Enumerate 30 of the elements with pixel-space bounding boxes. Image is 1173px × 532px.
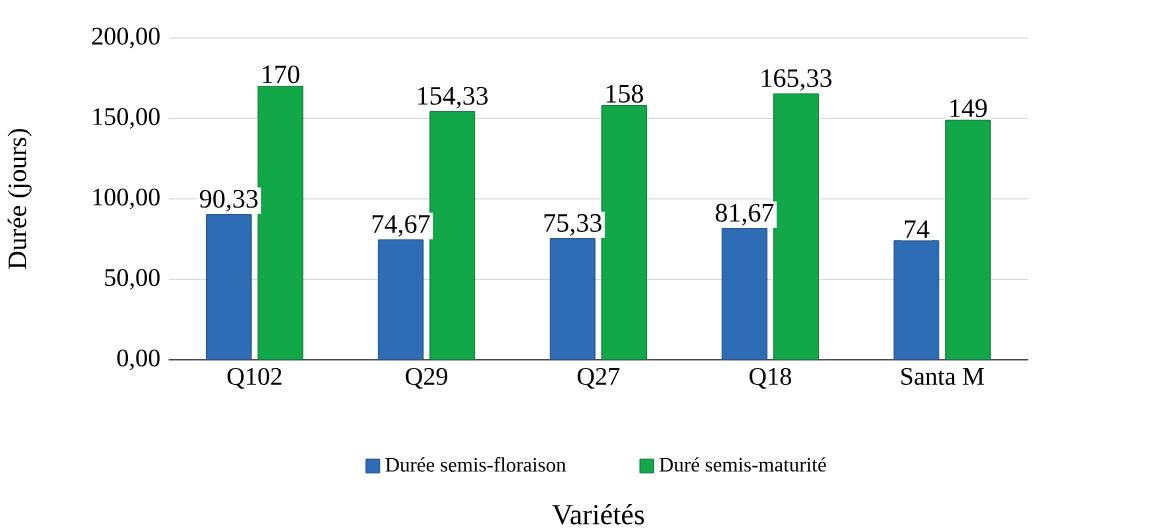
y-axis-title: Durée (jours)	[7, 129, 32, 269]
y-tick-label: 100,00	[93, 188, 160, 210]
y-tick-label: 0,00	[117, 349, 160, 371]
data-label: 149	[950, 99, 987, 118]
data-label: 81,67	[715, 203, 774, 226]
x-tick-label: Q102	[227, 367, 282, 389]
x-tick-label: Q29	[405, 367, 448, 389]
data-label: 74	[904, 220, 930, 238]
data-label: 158	[606, 84, 644, 103]
x-axis-title: Variétés	[552, 503, 644, 525]
legend-label: Durée semis-floraison	[385, 457, 566, 472]
legend-label: Duré semis-maturité	[659, 457, 826, 472]
x-tick-label: Q27	[577, 367, 620, 389]
y-tick-label: 50,00	[105, 268, 160, 290]
y-tick-label: 200,00	[92, 27, 160, 49]
bar	[773, 93, 819, 360]
data-label: 154,33	[418, 86, 488, 109]
data-label: 170	[262, 65, 300, 84]
x-tick-label: Q18	[749, 367, 792, 389]
bar	[257, 85, 304, 360]
bar	[945, 119, 991, 360]
data-label: 75,33	[544, 214, 602, 236]
x-tick-label: Santa M	[901, 367, 984, 385]
bar	[893, 240, 940, 360]
bar	[549, 238, 596, 360]
y-tick-label: 150,00	[93, 107, 160, 129]
data-label: 74,67	[372, 215, 430, 237]
data-label: 90,33	[199, 189, 258, 212]
bar	[429, 110, 476, 360]
data-label: 165,33	[762, 69, 832, 91]
